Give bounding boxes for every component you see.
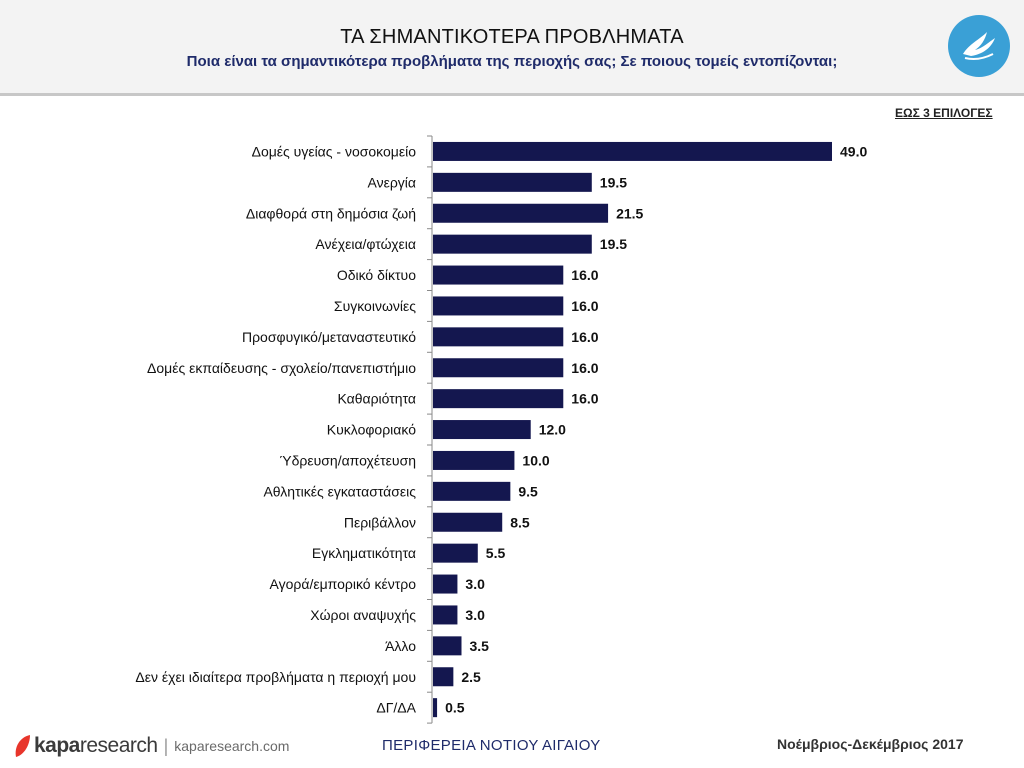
bar (433, 172, 592, 192)
header-banner: ΤΑ ΣΗΜΑΝΤΙΚΟΤΕΡΑ ΠΡΟΒΛΗΜΑΤΑ Ποια είναι τ… (0, 0, 1024, 96)
value-label: 2.5 (461, 669, 481, 685)
bar (433, 234, 592, 254)
category-label: Δομές υγείας - νοσοκομείο (252, 143, 417, 159)
bar (433, 420, 531, 440)
chart-subtitle: Ποια είναι τα σημαντικότερα προβλήματα τ… (186, 53, 838, 70)
value-label: 16.0 (571, 329, 598, 345)
value-label: 0.5 (445, 700, 465, 716)
survey-date: Νοέμβριος-Δεκέμβριος 2017 (777, 736, 964, 752)
category-label: Συγκοινωνίες (334, 298, 416, 314)
bar (433, 543, 478, 563)
dove-icon (948, 15, 1010, 77)
category-label: Αθλητικές εγκαταστάσεις (263, 483, 416, 499)
chart-title: ΤΑ ΣΗΜΑΝΤΙΚΟΤΕΡΑ ΠΡΟΒΛΗΜΑΤΑ (340, 26, 684, 48)
value-label: 3.0 (465, 576, 485, 592)
value-label: 49.0 (840, 143, 867, 159)
category-label: Ανεργία (368, 174, 417, 190)
brand-url: kaparesearch.com (174, 738, 290, 754)
category-label: Εγκληματικότητα (312, 545, 416, 561)
category-label: Ανέχεια/φτώχεια (315, 236, 416, 252)
category-label: Αγορά/εμπορικό κέντρο (270, 576, 417, 592)
category-label: Διαφθορά στη δημόσια ζωή (246, 205, 416, 221)
value-label: 12.0 (539, 422, 566, 438)
value-label: 16.0 (571, 267, 598, 283)
value-label: 9.5 (518, 483, 538, 499)
bar (433, 203, 609, 223)
brand-leaf-icon (15, 735, 30, 757)
bar (433, 296, 564, 316)
category-label: ΔΓ/ΔΑ (376, 700, 416, 716)
value-label: 16.0 (571, 298, 598, 314)
bar (433, 512, 503, 532)
brand-kapa: kapa (34, 734, 80, 757)
value-label: 19.5 (600, 236, 627, 252)
value-label: 5.5 (486, 545, 506, 561)
bar (433, 636, 462, 656)
category-label: Προσφυγικό/μεταναστευτικό (242, 329, 416, 345)
value-label: 16.0 (571, 360, 598, 376)
value-label: 21.5 (616, 205, 643, 221)
category-label: Καθαριότητα (337, 391, 416, 407)
category-label: Δεν έχει ιδιαίτερα προβλήματα η περιοχή … (135, 669, 416, 685)
category-label: Άλλο (385, 638, 416, 654)
value-label: 3.0 (465, 607, 485, 623)
category-label: Δομές εκπαίδευσης - σχολείο/πανεπιστήμιο (147, 360, 416, 376)
bar (433, 327, 564, 347)
value-label: 19.5 (600, 174, 627, 190)
category-label: Περιβάλλον (344, 514, 416, 530)
value-label: 8.5 (510, 514, 530, 530)
category-label: Ύδρευση/αποχέτευση (280, 452, 416, 468)
value-label: 10.0 (522, 452, 549, 468)
bar (433, 389, 564, 409)
region-label: ΠΕΡΙΦΕΡΕΙΑ ΝΟΤΙΟΥ ΑΙΓΑΙΟΥ (382, 737, 601, 754)
bar (433, 698, 438, 718)
bar (433, 141, 832, 161)
value-label: 3.5 (470, 638, 490, 654)
bar (433, 265, 564, 285)
bar (433, 574, 458, 594)
bar (433, 605, 458, 625)
choices-note: ΕΩΣ 3 ΕΠΙΛΟΓΕΣ (895, 106, 993, 120)
bar (433, 358, 564, 378)
bar (433, 481, 511, 501)
bar (433, 667, 454, 687)
brand-logo: kapa research | kaparesearch.com (12, 732, 289, 760)
brand-research: research (79, 734, 158, 757)
brand-separator: | (163, 735, 169, 756)
bar (433, 450, 515, 470)
value-label: 16.0 (571, 391, 598, 407)
category-label: Κυκλοφοριακό (327, 422, 416, 438)
category-label: Χώροι αναψυχής (310, 607, 416, 623)
category-label: Οδικό δίκτυο (337, 267, 416, 283)
